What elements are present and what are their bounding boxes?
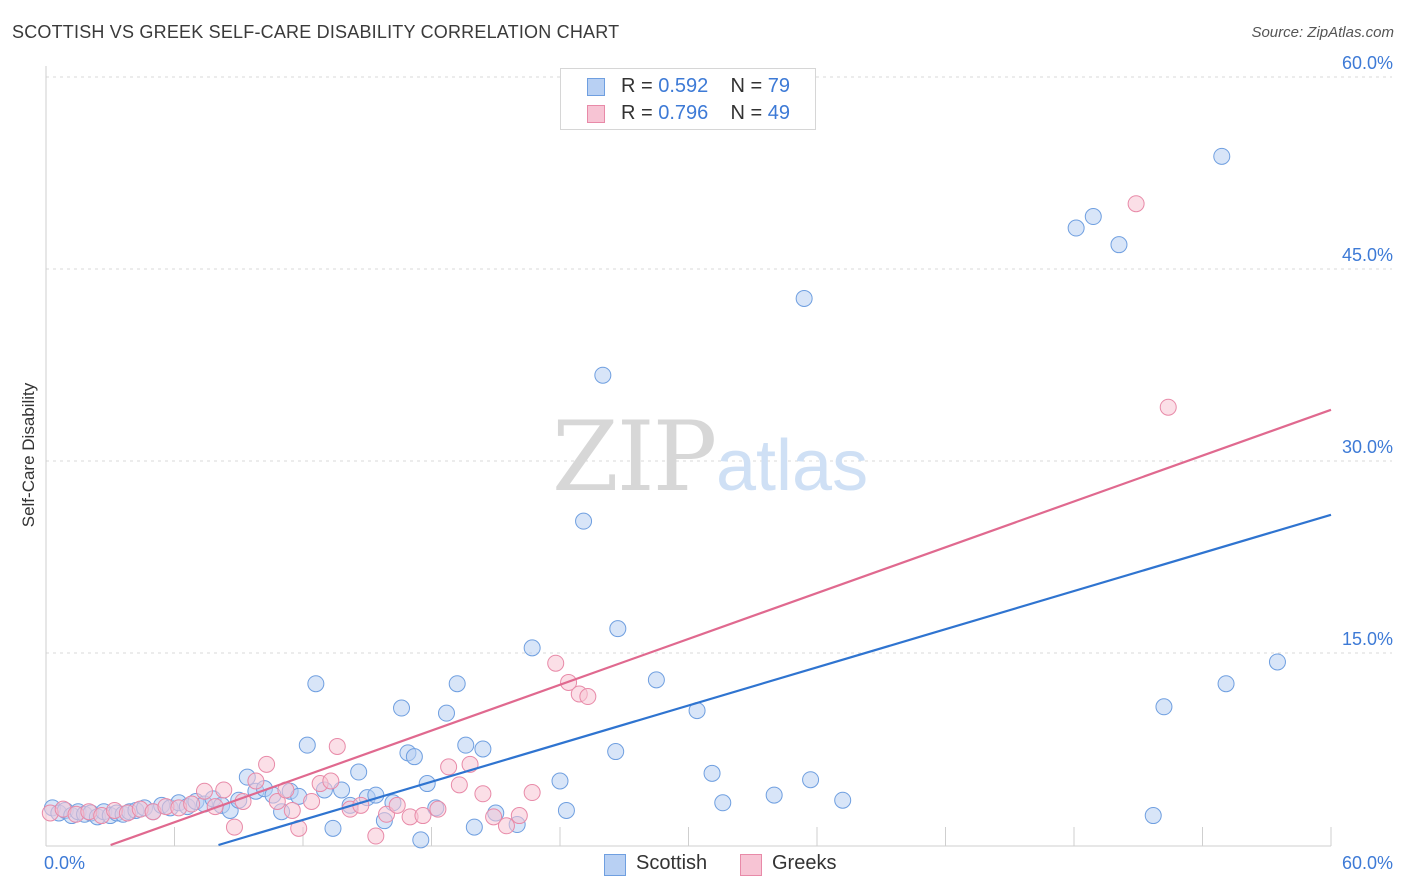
chart-title: SCOTTISH VS GREEK SELF-CARE DISABILITY C… (12, 22, 620, 42)
greeks-point (414, 807, 432, 825)
greeks-point (367, 827, 385, 845)
scottish-point (437, 704, 455, 722)
scottish-point (523, 639, 541, 657)
scottish-point (474, 740, 492, 758)
scottish-point (647, 671, 665, 689)
watermark: ZIP atlas (552, 401, 868, 513)
scottish-point (594, 366, 612, 384)
x-tick-label: 60.0% (1342, 853, 1393, 873)
greeks-point (547, 654, 565, 672)
scottish-point (465, 818, 483, 836)
r-value: 0.592 (658, 75, 709, 97)
scottish-point (1217, 675, 1235, 693)
r-label: R = (621, 102, 659, 124)
scottish-point (1144, 807, 1162, 825)
greeks-point (195, 782, 213, 800)
n-value: 79 (767, 75, 791, 97)
n-label: N = (730, 75, 768, 97)
scottish-point (795, 289, 813, 307)
scottish-point (575, 512, 593, 530)
greeks-point (183, 795, 201, 813)
scottish-point (393, 699, 411, 717)
watermark-atlas: atlas (716, 426, 868, 506)
r-value: 0.796 (658, 102, 709, 124)
greeks-point (579, 688, 597, 706)
greeks-point (450, 776, 468, 794)
greeks-point (510, 807, 528, 825)
scottish-point (350, 763, 368, 781)
greeks-point (497, 817, 515, 835)
scottish-point (557, 801, 575, 819)
scottish-point (802, 771, 820, 789)
greeks-point (268, 792, 286, 810)
scottish-point (324, 819, 342, 837)
scottish-point (765, 786, 783, 804)
y-tick-label: 60.0% (1342, 53, 1393, 73)
greeks-point (215, 781, 233, 799)
scottish-point (307, 675, 325, 693)
n-label: N = (730, 102, 768, 124)
x-tick-label: 0.0% (44, 853, 85, 873)
y-tick-label: 30.0% (1342, 437, 1393, 457)
greeks-point (523, 784, 541, 802)
scottish-point (1110, 236, 1128, 254)
greeks-point (429, 800, 447, 818)
greeks-point (303, 792, 321, 810)
y-tick-label: 45.0% (1342, 245, 1393, 265)
legend-label-scottish: Scottish (636, 852, 708, 874)
greeks-point (1159, 398, 1177, 416)
r-label: R = (621, 75, 659, 97)
greeks-point (258, 755, 276, 773)
scottish-point (1067, 219, 1085, 237)
n-value: 49 (767, 102, 791, 124)
scottish-point (298, 736, 316, 754)
scottish-point (714, 794, 732, 812)
y-tick-label: 15.0% (1342, 629, 1393, 649)
scottish-point (1213, 147, 1231, 165)
greeks-point (485, 808, 503, 826)
scottish-point (412, 831, 430, 849)
scottish-point (1268, 653, 1286, 671)
greeks-point (474, 785, 492, 803)
greeks-swatch (587, 105, 605, 123)
greeks-point (1127, 195, 1145, 213)
scottish-point (609, 620, 627, 638)
axis-labels: 15.0% 30.0% 45.0% 60.0% 0.0% 60.0% Self-Care D… (19, 53, 1393, 873)
scottish-point (405, 748, 423, 766)
scottish-swatch (604, 854, 626, 876)
greeks-point (225, 818, 243, 836)
scottish-point (607, 743, 625, 761)
greeks-points (41, 195, 1177, 845)
scottish-point (457, 736, 475, 754)
scottish-point (703, 764, 721, 782)
greeks-point (283, 801, 301, 819)
trend-lines (110, 408, 1332, 847)
greeks-point (247, 772, 265, 790)
scottish-swatch (587, 78, 605, 96)
source-label: Source: ZipAtlas.com (1251, 24, 1394, 41)
greeks-point (440, 758, 458, 776)
scottish-point (1155, 698, 1173, 716)
watermark-zip: ZIP (552, 401, 715, 513)
greeks-point (328, 737, 346, 755)
grid-lines (46, 76, 1392, 654)
greeks-trend-line (110, 408, 1332, 847)
scottish-point (834, 791, 852, 809)
legend-label-greeks: Greeks (772, 852, 837, 874)
scottish-point (551, 772, 569, 790)
axes (45, 66, 1332, 847)
y-axis-title: Self-Care Disability (19, 382, 38, 527)
stats-legend: R = 0.592 N = 79 R = 0.796 N = 49 (560, 68, 816, 130)
greeks-point (388, 796, 406, 814)
scottish-trend-line (218, 513, 1332, 847)
greeks-swatch (740, 854, 762, 876)
scottish-point (448, 675, 466, 693)
greeks-point (322, 772, 340, 790)
scottish-point (1084, 208, 1102, 226)
